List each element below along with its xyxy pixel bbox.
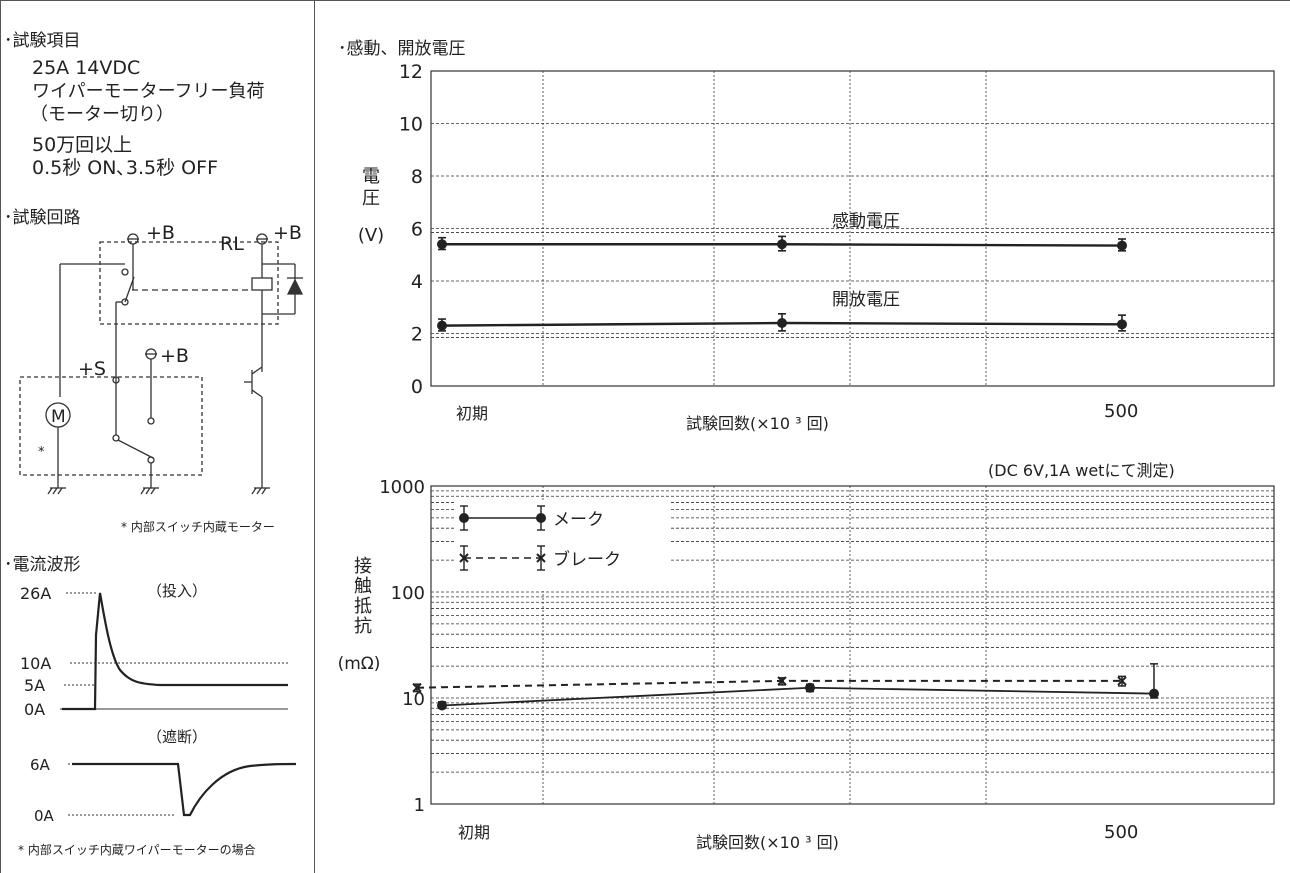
data-point xyxy=(777,318,787,328)
series-label: 感動電圧 xyxy=(832,211,900,231)
waveform-note: * 内部スイッチ内蔵ワイパーモーターの場合 xyxy=(18,843,256,857)
y-tick-label: 100 xyxy=(391,583,425,604)
level-0a: 0A xyxy=(24,700,45,719)
data-point xyxy=(1117,319,1127,330)
waveform-title: ･電流波形 xyxy=(4,555,81,575)
panel-divider xyxy=(314,0,315,873)
data-point-x xyxy=(412,683,422,693)
y-tick-label: 2 xyxy=(411,324,423,346)
level-0a-off: 0A xyxy=(34,807,55,825)
level-6a: 6A xyxy=(30,756,51,774)
y-tick-label: 10 xyxy=(402,689,425,710)
on-label: （投入） xyxy=(147,582,207,600)
test-items-title: ･試験項目 xyxy=(4,31,81,51)
legend-box xyxy=(456,501,671,591)
test-item: 50万回以上 xyxy=(32,134,133,156)
chart2-condition: (DC 6V,1A wetにて測定) xyxy=(988,461,1175,480)
y-axis-label: 抗 xyxy=(354,616,372,637)
relay-box xyxy=(99,241,279,325)
label-b1: +B xyxy=(146,222,175,244)
plot-frame xyxy=(430,70,1275,387)
level-26a: 26A xyxy=(20,584,51,603)
circuit-title: ･試験回路 xyxy=(4,208,81,228)
x-axis-label: 試験回数(×10 ³ 回) xyxy=(696,833,839,852)
test-item: （モーター切り） xyxy=(30,104,174,125)
data-point xyxy=(437,320,447,331)
label-m: M xyxy=(51,407,66,427)
y-tick-label: 8 xyxy=(411,166,423,188)
circuit-note: * 内部スイッチ内蔵モーター xyxy=(121,520,275,534)
y-axis-label: 触 xyxy=(354,576,372,597)
series-line-2 xyxy=(416,679,1122,689)
test-item: 0.5秒 ON､3.5秒 OFF xyxy=(32,157,218,179)
frame-top xyxy=(0,0,1290,1)
break-curve xyxy=(72,762,297,817)
test-circuit-diagram: +B RL +B +S +B M * xyxy=(19,222,304,495)
legend-marker xyxy=(459,513,469,523)
legend-marker xyxy=(536,553,546,563)
x-tick-label: 500 xyxy=(1104,401,1138,422)
data-point xyxy=(777,239,787,250)
label-b2: +B xyxy=(273,222,302,244)
test-item: ワイパーモーターフリー負荷 xyxy=(32,81,265,102)
y-tick-label: 10 xyxy=(399,114,423,136)
legend-marker xyxy=(459,553,469,563)
data-point-x xyxy=(777,676,787,686)
x-axis-label: 試験回数(×10 ³ 回) xyxy=(686,414,829,433)
label-star: * xyxy=(38,445,45,460)
plot-frame xyxy=(430,485,1275,805)
y-axis-label: 抵 xyxy=(354,596,372,617)
x-tick-label: 初期 xyxy=(456,404,488,423)
x-tick-label: 初期 xyxy=(458,823,490,842)
series-label: 開放電圧 xyxy=(832,290,900,310)
data-point xyxy=(1149,688,1159,699)
test-item: 25A 14VDC xyxy=(32,57,141,79)
off-label: （遮断） xyxy=(147,728,207,746)
y-axis-label: 圧 xyxy=(362,188,380,209)
y-tick-label: 4 xyxy=(411,271,423,293)
data-point xyxy=(437,239,447,250)
inrush-curve xyxy=(62,592,288,711)
legend-marker xyxy=(536,513,546,523)
label-rl: RL xyxy=(220,233,244,255)
level-5a: 5A xyxy=(24,676,45,695)
chart1-title: ･感動、開放電圧 xyxy=(338,39,466,59)
data-point xyxy=(437,700,447,711)
y-axis-label: 接 xyxy=(354,556,372,577)
y-axis-label: (mΩ) xyxy=(338,654,381,674)
y-axis-label: 電 xyxy=(362,166,380,187)
level-10a: 10A xyxy=(20,654,51,673)
frame-left xyxy=(0,0,1,873)
y-tick-label: 6 xyxy=(411,219,423,241)
diode xyxy=(286,278,304,295)
y-tick-label: 1 xyxy=(414,795,425,816)
relay-coil xyxy=(251,277,273,291)
data-point-x xyxy=(1117,676,1127,686)
legend-label: ブレーク xyxy=(553,549,621,570)
x-tick-label: 500 xyxy=(1104,822,1138,843)
y-axis-label: (V) xyxy=(358,225,384,246)
y-tick-label: 12 xyxy=(399,61,423,83)
y-tick-label: 1000 xyxy=(379,477,425,498)
data-point xyxy=(1117,240,1127,251)
label-s: +S xyxy=(78,358,106,380)
label-b3: +B xyxy=(160,345,189,367)
y-tick-label: 0 xyxy=(411,376,423,398)
motor-box xyxy=(19,376,203,476)
legend-label: メーク xyxy=(553,510,604,530)
current-waveform: （投入） （遮断） 26A 10A 5A 0A 6A 0A xyxy=(20,582,297,825)
data-point xyxy=(805,682,815,693)
